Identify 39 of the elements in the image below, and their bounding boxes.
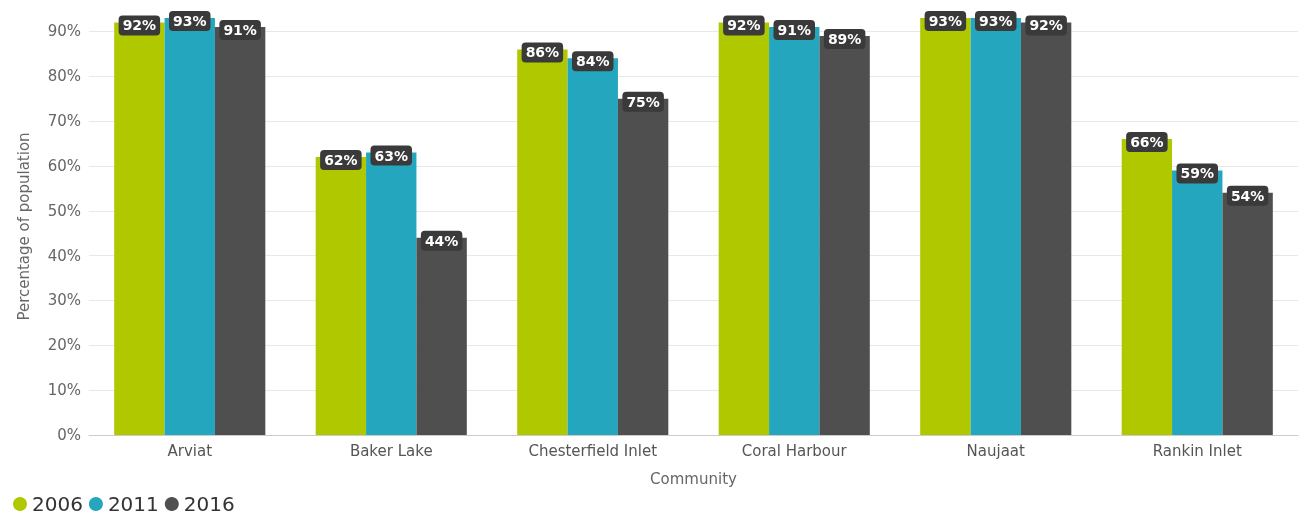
x-axis-title: Community [650,469,738,488]
y-tick-label: 20% [47,336,81,355]
data-label: 86% [525,44,560,61]
data-label: 63% [374,147,409,164]
data-label: 66% [1130,134,1164,151]
data-label: 92% [727,17,761,34]
legend-label: 2016 [183,492,235,516]
legend-label: 2011 [107,492,159,516]
x-tick-label: Coral Harbour [741,441,848,460]
data-label: 84% [575,53,610,70]
y-tick-label: 0% [57,426,81,444]
y-axis-title: Percentage of population [14,132,33,321]
y-tick-label: 30% [47,291,81,310]
y-tick-label: 90% [47,22,81,41]
x-tick-label: Rankin Inlet [1152,441,1242,460]
y-tick-label: 70% [47,112,81,131]
y-tick-label: 50% [47,201,81,220]
y-tick-label: 60% [47,156,81,175]
data-label: 92% [1029,17,1063,34]
data-label: 93% [928,13,963,29]
y-tick-label: 10% [47,381,81,400]
data-label: 93% [172,13,207,29]
legend-label: 2006 [32,492,83,516]
data-label: 44% [424,232,459,249]
data-label: 89% [827,30,862,47]
data-label: 59% [1180,165,1215,182]
x-tick-label: Arviat [167,441,213,460]
x-tick-label: Chesterfield Inlet [528,441,658,460]
y-tick-label: 80% [47,67,81,86]
data-label: 62% [324,152,358,168]
x-tick-label: Baker Lake [349,441,433,460]
data-label: 54% [1230,187,1265,204]
y-tick-label: 40% [47,246,81,265]
data-label: 91% [223,21,257,38]
x-tick-label: Naujaat [966,441,1026,460]
data-label: 91% [777,21,812,38]
data-label: 92% [122,17,157,34]
data-label: 75% [626,93,660,110]
data-label: 93% [978,13,1013,29]
